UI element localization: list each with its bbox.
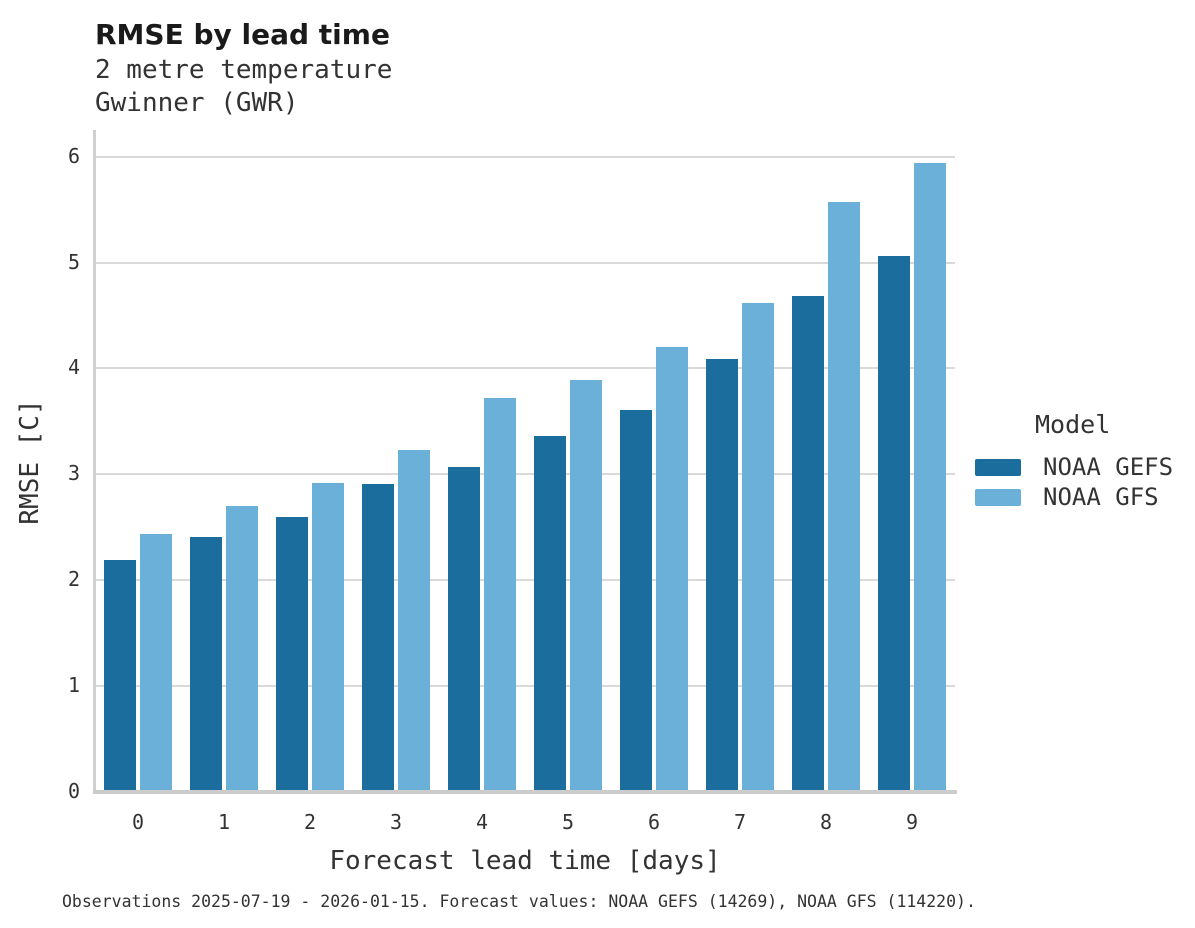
bar-noaa-gefs-day-3 bbox=[362, 483, 394, 792]
bar-noaa-gefs-day-8 bbox=[792, 296, 824, 792]
bar-noaa-gfs-day-1 bbox=[226, 506, 258, 792]
x-tick-label-3: 3 bbox=[389, 810, 403, 834]
legend-label-gfs: NOAA GFS bbox=[1043, 483, 1159, 511]
bar-noaa-gefs-day-7 bbox=[706, 358, 738, 792]
gridline-y3 bbox=[95, 473, 955, 476]
x-tick-label-1: 1 bbox=[217, 810, 231, 834]
y-tick-label-6: 6 bbox=[67, 143, 80, 168]
gridline-y1 bbox=[95, 685, 955, 688]
x-axis-baseline bbox=[93, 790, 957, 794]
legend-entries: NOAA GEFS NOAA GFS bbox=[975, 452, 1173, 512]
bar-noaa-gefs-day-6 bbox=[620, 409, 652, 792]
bar-noaa-gfs-day-3 bbox=[398, 449, 430, 792]
legend-entry-noaa-gfs: NOAA GFS bbox=[975, 482, 1173, 512]
bar-noaa-gefs-day-1 bbox=[190, 536, 222, 792]
x-axis-title: Forecast lead time [days] bbox=[329, 846, 721, 876]
y-tick-label-4: 4 bbox=[67, 355, 80, 380]
bar-noaa-gfs-day-2 bbox=[312, 482, 344, 792]
gridline-y2 bbox=[95, 579, 955, 582]
bar-noaa-gfs-day-6 bbox=[656, 347, 688, 792]
x-tick-label-7: 7 bbox=[733, 810, 747, 834]
bar-noaa-gfs-day-4 bbox=[484, 398, 516, 792]
gefs-swatch-icon bbox=[975, 458, 1021, 476]
y-tick-label-0: 0 bbox=[67, 779, 80, 803]
bar-noaa-gefs-day-5 bbox=[534, 436, 566, 792]
legend-title: Model bbox=[1035, 410, 1111, 439]
x-tick-label-0: 0 bbox=[131, 810, 145, 834]
subtitle-station: Gwinner (GWR) bbox=[95, 88, 299, 118]
y-tick-label-3: 3 bbox=[67, 461, 80, 486]
bar-noaa-gfs-day-8 bbox=[828, 202, 860, 792]
x-tick-label-6: 6 bbox=[647, 810, 661, 834]
bar-noaa-gefs-day-4 bbox=[448, 466, 480, 792]
y-tick-label-2: 2 bbox=[67, 567, 80, 592]
x-tick-label-9: 9 bbox=[905, 810, 919, 834]
legend-label-gefs: NOAA GEFS bbox=[1043, 453, 1174, 481]
footer-caption: Observations 2025-07-19 - 2026-01-15. Fo… bbox=[62, 892, 976, 911]
gridline-y4 bbox=[95, 367, 955, 370]
x-tick-label-8: 8 bbox=[819, 810, 833, 834]
bar-noaa-gfs-day-9 bbox=[914, 162, 946, 792]
x-tick-label-5: 5 bbox=[561, 810, 575, 834]
subtitle-variable: 2 metre temperature bbox=[95, 55, 393, 85]
legend: Model NOAA GEFS NOAA GFS bbox=[975, 410, 1173, 512]
bar-noaa-gefs-day-2 bbox=[276, 516, 308, 792]
x-tick-label-4: 4 bbox=[475, 810, 489, 834]
bar-noaa-gefs-day-9 bbox=[878, 256, 910, 792]
y-tick-label-1: 1 bbox=[67, 673, 80, 698]
bar-noaa-gfs-day-7 bbox=[742, 302, 774, 792]
legend-entry-noaa-gefs: NOAA GEFS bbox=[975, 452, 1173, 482]
bar-noaa-gfs-day-0 bbox=[140, 533, 172, 792]
bar-noaa-gfs-day-5 bbox=[570, 380, 602, 792]
bar-noaa-gefs-day-0 bbox=[104, 560, 136, 792]
chart-title: RMSE by lead time bbox=[95, 18, 390, 51]
y-tick-label-5: 5 bbox=[67, 249, 80, 274]
gridline-y6 bbox=[95, 155, 955, 158]
chart-subtitle: 2 metre temperature Gwinner (GWR) bbox=[95, 54, 392, 120]
y-axis-spine bbox=[93, 130, 96, 792]
gridline-y5 bbox=[95, 261, 955, 264]
gfs-swatch-icon bbox=[975, 488, 1021, 506]
y-axis-title: RMSE [C] bbox=[15, 399, 45, 525]
x-tick-label-2: 2 bbox=[303, 810, 317, 834]
